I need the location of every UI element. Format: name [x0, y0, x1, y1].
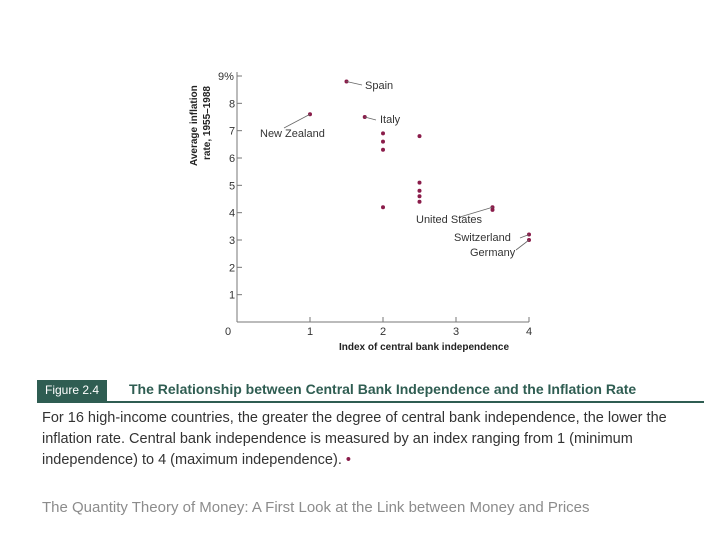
- x-tick-label: 0: [225, 326, 231, 338]
- annotation-leader: [515, 239, 530, 251]
- y-tick-label: 2: [229, 262, 235, 274]
- scatter-chart: 1 2 3 4 5 6 7 8 9% 0 1 2 3 4 Spain Italy New Zealand Uni…: [189, 71, 532, 353]
- caption-end-mark: •: [345, 452, 351, 468]
- y-tick-label: 3: [229, 235, 235, 247]
- data-point: [417, 134, 422, 139]
- x-axis-label: Index of central bank independence: [339, 342, 509, 353]
- annotation-leader: [519, 234, 530, 239]
- data-point: [417, 188, 422, 193]
- annotation-leader: [346, 81, 363, 86]
- annotation-label: Switzerland: [454, 232, 511, 244]
- figure-title-rule: [37, 401, 704, 403]
- annotation-label: New Zealand: [260, 128, 325, 140]
- y-tick-label: 6: [229, 153, 235, 165]
- annotation-leader: [283, 113, 311, 129]
- y-tick-label: 1: [229, 290, 235, 302]
- y-tick-label: 8: [229, 98, 235, 110]
- slide-footer-heading: The Quantity Theory of Money: A First Lo…: [42, 499, 590, 516]
- chart-axes: 1 2 3 4 5 6 7 8 9% 0 1 2 3 4: [218, 71, 532, 338]
- y-tick-label: 9%: [218, 71, 234, 83]
- caption-text: For 16 high-income countries, the greate…: [42, 410, 667, 468]
- y-tick-label: 4: [229, 208, 235, 220]
- figure-caption: For 16 high-income countries, the greate…: [42, 408, 702, 471]
- annotation-label: Germany: [470, 247, 516, 259]
- x-tick-label: 3: [453, 326, 459, 338]
- figure-title: The Relationship between Central Bank In…: [129, 381, 637, 397]
- data-point: [381, 131, 385, 136]
- annotation-label: Italy: [380, 114, 401, 126]
- y-tick-label: 7: [229, 126, 235, 138]
- data-point: [381, 147, 385, 152]
- data-point: [381, 205, 385, 210]
- data-point: [417, 199, 422, 204]
- x-tick-label: 1: [307, 326, 313, 338]
- x-tick-label: 4: [526, 326, 532, 338]
- y-axis-label: Average inflation: [189, 85, 200, 166]
- annotations: Spain Italy New Zealand United States Switze…: [260, 80, 530, 259]
- y-tick-label: 5: [229, 180, 235, 192]
- annotation-leader: [364, 116, 377, 121]
- annotation-label: United States: [416, 214, 483, 226]
- annotation-label: Spain: [365, 80, 393, 92]
- data-point: [490, 207, 495, 212]
- x-tick-label: 2: [380, 326, 386, 338]
- data-point: [381, 139, 385, 144]
- figure-tag: Figure 2.4: [37, 380, 108, 401]
- data-points: [308, 79, 531, 242]
- y-axis-label-line2: rate, 1955–1988: [202, 86, 213, 160]
- data-point: [417, 194, 422, 199]
- data-point: [417, 180, 422, 185]
- annotation-leader: [459, 206, 493, 218]
